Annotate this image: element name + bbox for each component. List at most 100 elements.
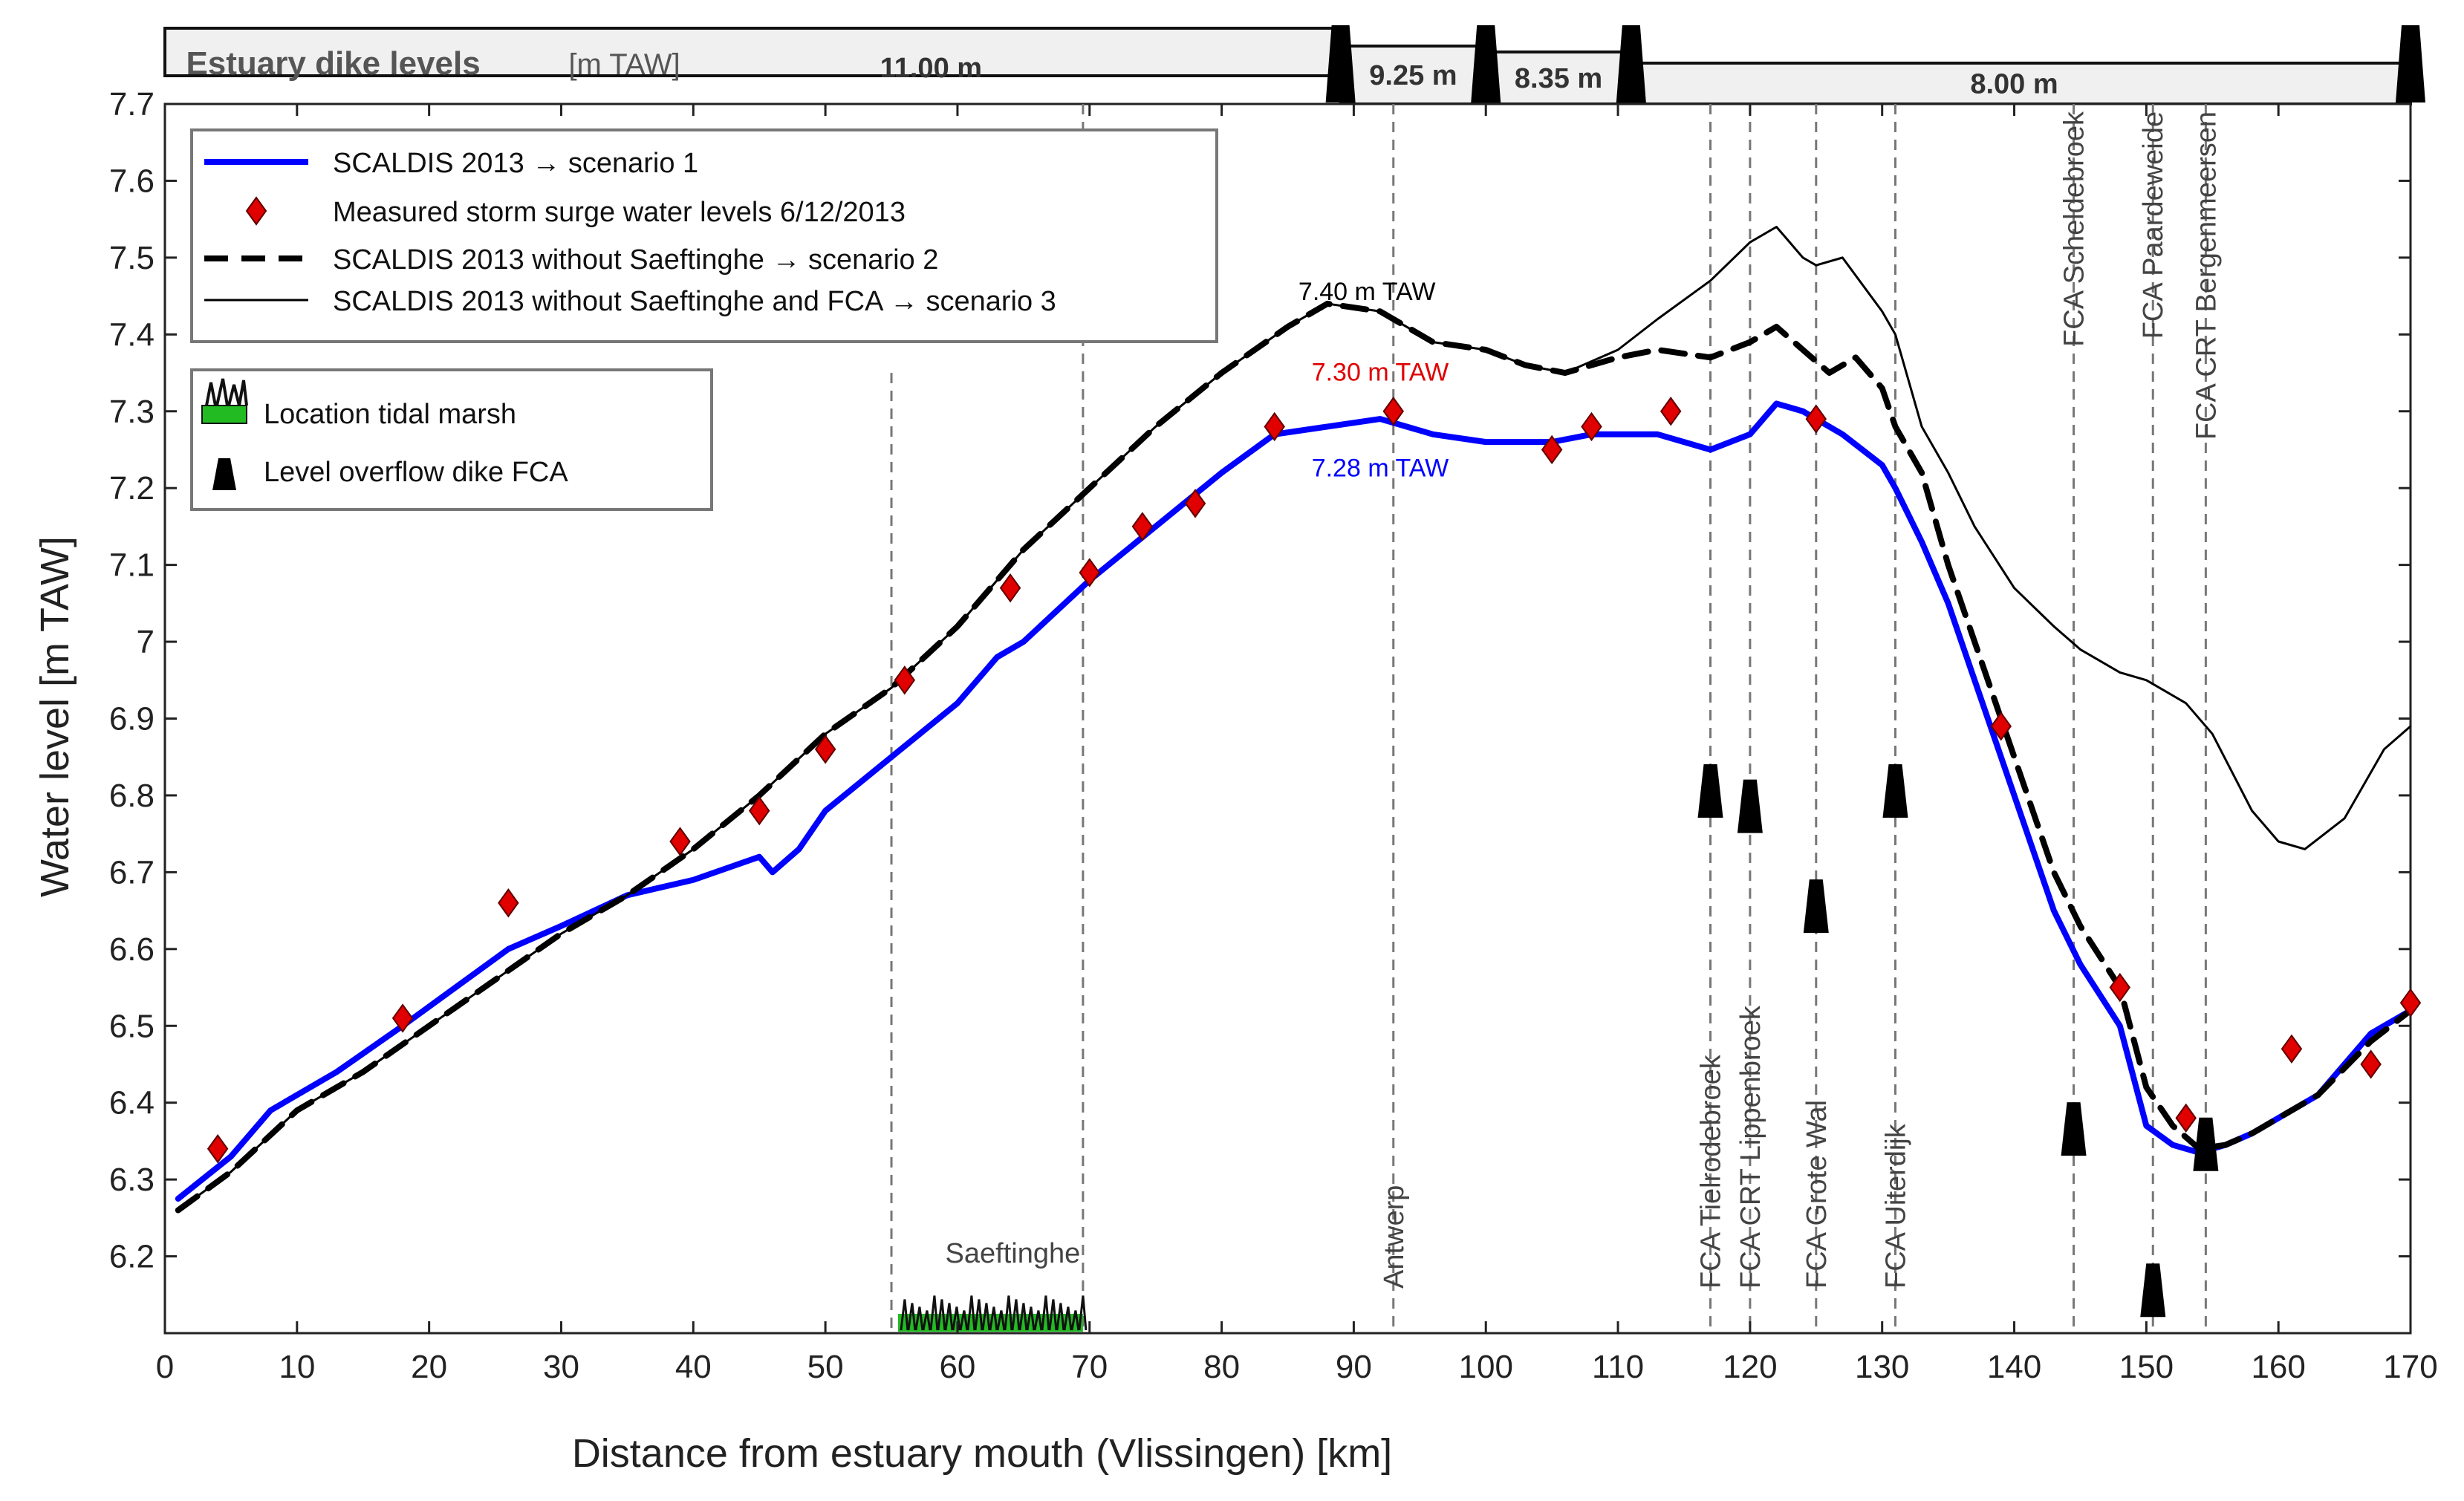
- legend-swatch-overflow-dike: [212, 458, 236, 490]
- level-annotations: 7.40 m TAW 7.30 m TAW 7.28 m TAW: [1298, 278, 1449, 483]
- location-labels: Antwerp FCA Tielrodebroek FCA CRT Lippenbr…: [1379, 111, 2223, 1289]
- overflow-dike-marker: [1697, 763, 1723, 818]
- x-tick-label: 100: [1459, 1349, 1513, 1385]
- measured-point: [814, 735, 836, 764]
- measured-point: [2281, 1034, 2303, 1064]
- x-tick-label: 130: [1855, 1349, 1909, 1385]
- marsh-grass-blades: [900, 1295, 1088, 1331]
- x-tick-label: 30: [543, 1349, 579, 1385]
- y-tick-label: 7.2: [109, 470, 155, 507]
- x-tick-label: 160: [2251, 1349, 2305, 1385]
- x-tick-label: 110: [1592, 1349, 1644, 1385]
- measured-markers: [207, 397, 2422, 1164]
- measured-point: [2360, 1049, 2382, 1079]
- tidal-marsh-saeftinghe: Saeftinghe: [897, 1238, 1088, 1332]
- measured-point: [1079, 558, 1100, 587]
- y-tick-label: 7.7: [109, 86, 155, 123]
- location-label: FCA Scheldebroek: [2059, 111, 2090, 347]
- location-label: FCA Grote Wal: [1801, 1100, 1833, 1289]
- measured-point: [669, 827, 691, 856]
- y-tick-label: 7.6: [109, 163, 155, 199]
- measured-point: [498, 888, 519, 918]
- dike-segment: [163, 27, 1342, 77]
- x-tick-label: 150: [2119, 1349, 2174, 1385]
- estuary-dike-levels-bar: 11.00 m 9.25 m 8.35 m 8.00 m Estuary dike le…: [163, 25, 2425, 105]
- location-label: FCA CRT Lippenbroek: [1735, 1005, 1766, 1289]
- measured-point: [1184, 489, 1206, 518]
- measured-point: [748, 795, 770, 826]
- y-axis-label: Water level [m TAW]: [33, 536, 77, 897]
- location-label: Antwerp: [1379, 1185, 1410, 1289]
- y-tick-label: 7: [137, 624, 155, 660]
- overflow-dike-markers: [1697, 763, 2219, 1318]
- legend-label-overflow-dike: Level overflow dike FCA: [264, 457, 568, 488]
- y-tick-label: 6.6: [109, 931, 155, 968]
- x-tick-label: 120: [1723, 1349, 1777, 1385]
- measured-point: [1990, 712, 2012, 741]
- measured-point: [391, 1003, 414, 1033]
- legend-swatch-measured: [245, 196, 267, 226]
- legend-symbols: Location tidal marsh Level overflow dike…: [190, 368, 713, 511]
- y-tick-label: 6.2: [109, 1239, 155, 1275]
- y-tick-label: 7.4: [109, 316, 155, 353]
- overflow-dike-marker: [1882, 763, 1908, 818]
- legend-symbols-box: [190, 368, 713, 511]
- location-label: FCA Tielrodebroek: [1696, 1054, 1727, 1289]
- measured-point: [2399, 988, 2422, 1018]
- overflow-dike-marker: [2061, 1102, 2087, 1156]
- dike-bar-unit: [m TAW]: [568, 48, 680, 81]
- measured-point: [1131, 512, 1154, 541]
- y-tick-label: 7.5: [109, 240, 155, 276]
- measured-point: [2175, 1103, 2197, 1133]
- location-label: FCA Paardeweide: [2138, 111, 2169, 339]
- y-axis-ticks: 6.2 6.3 6.4 6.5 6.6 6.7 6.8 6.9 7 7.1 7.2 7.3 7.4 7.5…: [109, 86, 2411, 1275]
- overflow-dike-marker: [1737, 779, 1763, 833]
- y-tick-label: 6.3: [109, 1162, 155, 1198]
- measured-point: [1660, 397, 1682, 426]
- plot-area: [163, 102, 2412, 1335]
- overflow-dike-marker: [1803, 879, 1829, 934]
- measured-point: [1581, 411, 1602, 442]
- legend-series: SCALDIS 2013 → scenario 1 Measured storm…: [190, 128, 1218, 343]
- x-axis-label: Distance from estuary mouth (Vlissingen)…: [572, 1431, 1392, 1476]
- measured-point: [2109, 972, 2131, 1003]
- y-tick-label: 6.4: [109, 1085, 155, 1121]
- x-tick-label: 90: [1336, 1349, 1372, 1385]
- dike-segment-label: 9.25 m: [1369, 60, 1457, 91]
- dike-overflow-marker: [1471, 25, 1501, 102]
- x-axis-ticks: 0 10 20 30 40 50 60 70 80 90 100 110 120 130 140 150 160…: [156, 104, 2438, 1385]
- x-tick-label: 40: [675, 1349, 712, 1385]
- level-annotation: 7.40 m TAW: [1298, 278, 1436, 306]
- legend-label-scenario-3: SCALDIS 2013 without Saeftinghe and FCA …: [333, 286, 1056, 317]
- measured-point: [894, 665, 916, 695]
- overflow-dike-marker: [2193, 1117, 2219, 1171]
- y-tick-label: 6.8: [109, 778, 155, 814]
- measured-point: [1541, 434, 1563, 465]
- x-tick-label: 0: [156, 1349, 174, 1385]
- y-tick-label: 7.3: [109, 394, 155, 430]
- marsh-label: Saeftinghe: [946, 1238, 1081, 1269]
- legend-series-box: [190, 128, 1218, 343]
- level-annotation: 7.28 m TAW: [1312, 455, 1449, 483]
- x-tick-label: 140: [1987, 1349, 2041, 1385]
- legend-label-scenario-1: SCALDIS 2013 → scenario 1: [333, 148, 698, 179]
- dike-overflow-marker: [1616, 25, 1646, 102]
- x-tick-label: 10: [279, 1349, 315, 1385]
- y-tick-label: 7.1: [109, 547, 155, 584]
- y-tick-label: 6.9: [109, 701, 155, 738]
- level-annotation: 7.30 m TAW: [1312, 358, 1449, 386]
- x-tick-label: 20: [411, 1349, 447, 1385]
- location-label: FCA Uiterdijk: [1880, 1123, 1911, 1289]
- legend-label-scenario-2: SCALDIS 2013 without Saeftinghe → scenar…: [333, 244, 938, 276]
- legend-swatch-tidal-marsh: [201, 378, 248, 424]
- dike-overflow-marker: [2396, 25, 2425, 102]
- overflow-dike-marker: [2140, 1263, 2166, 1318]
- measured-point: [999, 573, 1021, 603]
- measured-point: [1382, 397, 1404, 426]
- dike-segment-label: 11.00 m: [880, 53, 982, 84]
- x-tick-label: 80: [1203, 1349, 1240, 1385]
- location-label: FCA CRT Bergenmeersen: [2191, 111, 2222, 440]
- model-series: [175, 226, 2411, 1214]
- y-tick-label: 6.7: [109, 854, 155, 890]
